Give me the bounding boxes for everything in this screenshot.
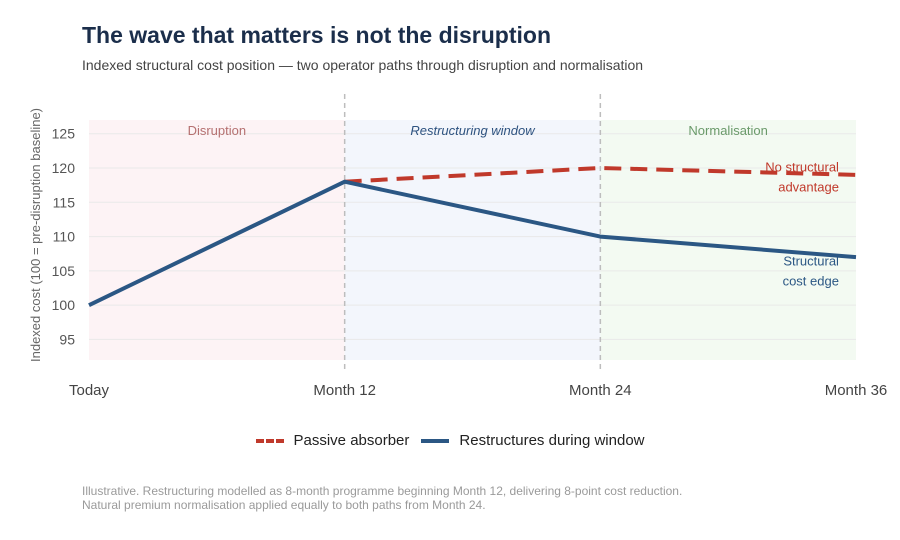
footnote-line-2: Natural premium normalisation applied eq… xyxy=(82,498,486,512)
y-tick-label-0: 95 xyxy=(59,331,75,347)
y-tick-label-3: 110 xyxy=(53,229,76,245)
legend-item-passive: Passive absorber xyxy=(255,432,410,449)
footnote: Illustrative. Restructuring modelled as … xyxy=(82,484,682,512)
y-tick-label-2: 105 xyxy=(52,263,76,279)
annotation-0: No structural advantage xyxy=(765,159,839,194)
y-tick-label-4: 115 xyxy=(53,194,76,210)
footnote-line-1: Illustrative. Restructuring modelled as … xyxy=(82,484,683,498)
annotation-1-line-1: cost edge xyxy=(783,273,839,288)
y-tick-label-5: 120 xyxy=(52,160,76,176)
x-tick-label-2: Month 24 xyxy=(569,382,632,399)
phase-band-0 xyxy=(89,120,345,360)
chart-title: The wave that matters is not the disrupt… xyxy=(82,22,552,48)
legend-swatch-restructures xyxy=(421,438,450,443)
x-tick-label-1: Month 12 xyxy=(313,382,376,399)
annotation-1: Structural cost edge xyxy=(783,253,839,288)
legend-label-passive: Passive absorber xyxy=(293,432,410,449)
annotation-0-line-1: advantage xyxy=(778,179,839,194)
phase-label-1: Restructuring window xyxy=(410,123,536,138)
legend-swatch-passive xyxy=(255,438,284,443)
annotation-1-line-0: Structural xyxy=(783,253,839,268)
series-line-1 xyxy=(88,179,857,307)
legend-item-restructures: Restructures during window xyxy=(421,432,645,449)
y-tick-label-6: 125 xyxy=(52,126,76,142)
phase-label-0: Disruption xyxy=(188,123,247,138)
chart-legend: Passive absorber Restructures during win… xyxy=(0,432,900,449)
y-axis-label: Indexed cost (100 = pre-disruption basel… xyxy=(28,108,43,362)
x-tick-label-0: Today xyxy=(69,382,110,399)
y-tick-label-1: 100 xyxy=(52,297,76,313)
phase-label-2: Normalisation xyxy=(688,123,767,138)
x-tick-label-3: Month 36 xyxy=(825,382,888,399)
phase-band-1 xyxy=(344,120,601,360)
annotation-0-line-0: No structural xyxy=(765,159,839,174)
line-chart: Disruption Restructuring window Normalisat… xyxy=(28,94,888,399)
series-line-0 xyxy=(344,166,857,184)
chart-subtitle: Indexed structural cost position — two o… xyxy=(82,57,644,73)
legend-label-restructures: Restructures during window xyxy=(459,432,645,449)
